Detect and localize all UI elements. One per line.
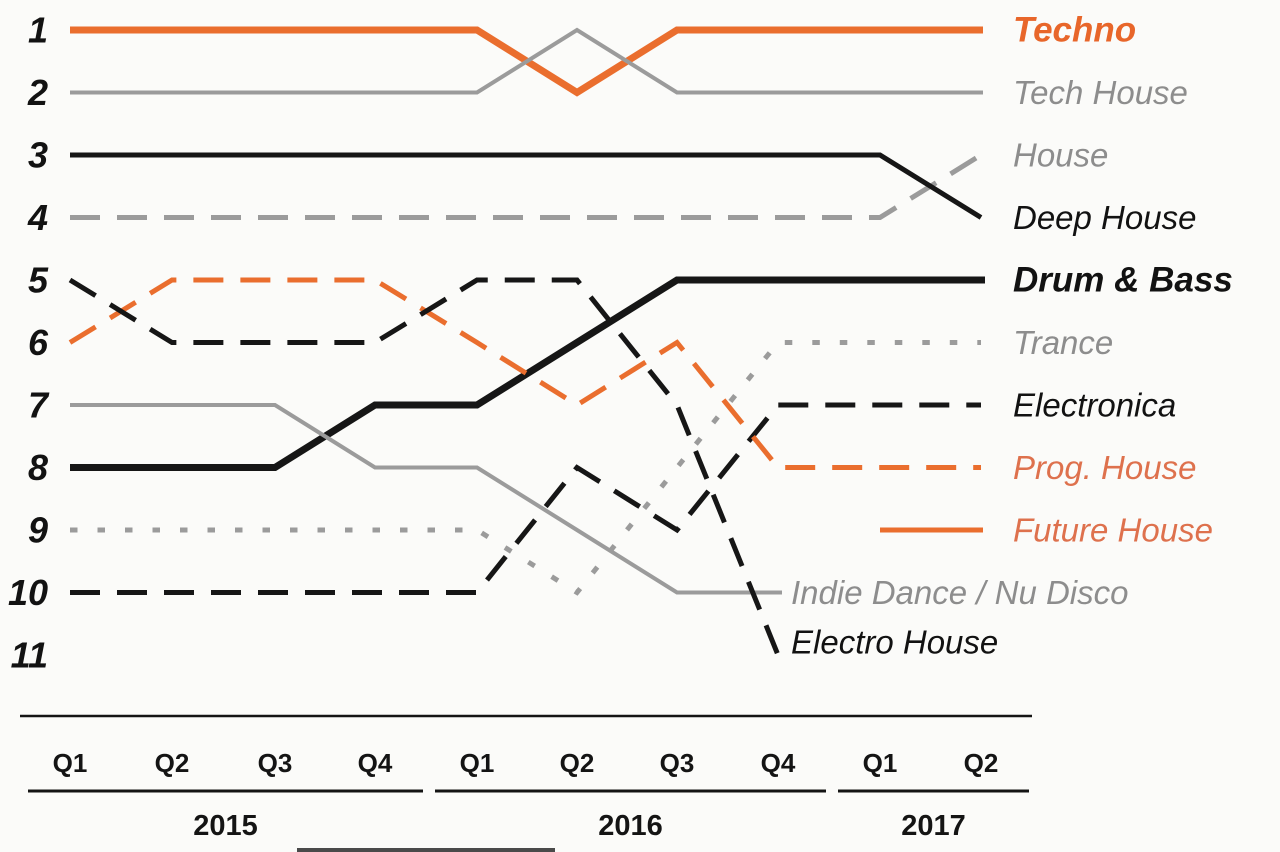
series-line-electro-house [68, 277, 786, 658]
rank-tick-8: 8 [28, 447, 48, 488]
genre-label-future-house: Future House [1013, 512, 1213, 549]
quarter-label-9: Q2 [964, 748, 999, 778]
genre-label-prog-house: Prog. House [1013, 449, 1196, 486]
series-lines [68, 26, 985, 658]
series-line-deep-house [70, 152, 983, 220]
quarter-label-5: Q2 [560, 748, 595, 778]
series-line-drum-bass [70, 276, 985, 471]
genre-label-deep-house: Deep House [1013, 199, 1196, 236]
rank-axis: 1 2 3 4 5 6 7 8 9 10 11 [8, 10, 50, 676]
genre-label-electro-house: Electro House [791, 624, 998, 661]
quarter-label-6: Q3 [660, 748, 695, 778]
genre-label-indie-dance-nu-disco: Indie Dance / Nu Disco [791, 574, 1129, 611]
rank-tick-6: 6 [28, 322, 49, 363]
quarter-label-1: Q2 [155, 748, 190, 778]
rank-tick-7: 7 [28, 385, 50, 426]
genre-label-trance: Trance [1013, 324, 1113, 361]
genre-label-techno: Techno [1013, 11, 1136, 50]
genre-label-house: House [1013, 137, 1108, 174]
year-label-2015: 2015 [193, 810, 258, 842]
rank-tick-5: 5 [28, 260, 49, 301]
series-line-prog-house [68, 277, 981, 470]
rank-tick-11: 11 [11, 635, 48, 676]
rank-tick-4: 4 [27, 197, 48, 238]
year-label-2017: 2017 [901, 810, 966, 842]
genre-label-tech-house: Tech House [1013, 74, 1188, 111]
time-axis: Q1 Q2 Q3 Q4 Q1 Q2 Q3 Q4 Q1 Q2 2015 2016 2017 [20, 714, 1032, 852]
series-line-house [70, 152, 983, 220]
quarter-label-0: Q1 [53, 748, 88, 778]
genre-label-drum-bass: Drum & Bass [1013, 261, 1233, 300]
quarter-label-8: Q1 [863, 748, 898, 778]
bottom-edge-artifact [297, 848, 555, 852]
quarter-label-7: Q4 [761, 748, 796, 778]
series-line-electronica [70, 402, 981, 595]
quarter-label-2: Q3 [258, 748, 293, 778]
rank-tick-9: 9 [28, 510, 48, 551]
quarter-label-3: Q4 [358, 748, 393, 778]
genre-labels: Techno Tech House House Deep House Drum & Ba… [791, 11, 1233, 661]
quarter-label-4: Q1 [460, 748, 495, 778]
rank-tick-3: 3 [28, 135, 48, 176]
rank-tick-10: 10 [8, 572, 48, 613]
series-line-tech-house [70, 27, 983, 95]
genre-label-electronica: Electronica [1013, 387, 1176, 424]
rank-tick-2: 2 [27, 72, 48, 113]
rank-tick-1: 1 [28, 10, 48, 51]
year-label-2016: 2016 [598, 810, 663, 842]
series-line-techno [70, 26, 983, 97]
series-line-indie-dance-nu-disco [70, 403, 782, 595]
